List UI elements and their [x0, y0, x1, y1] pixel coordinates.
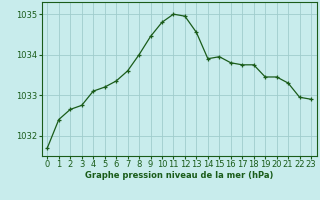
X-axis label: Graphe pression niveau de la mer (hPa): Graphe pression niveau de la mer (hPa) — [85, 171, 273, 180]
